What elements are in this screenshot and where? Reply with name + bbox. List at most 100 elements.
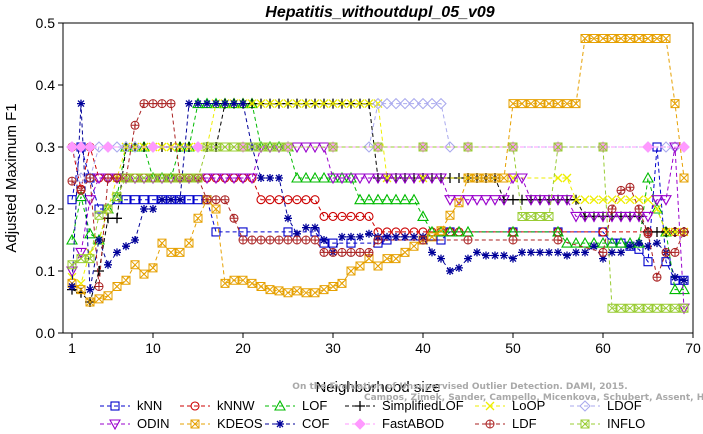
data-point bbox=[139, 195, 149, 205]
data-point bbox=[463, 173, 473, 183]
data-point bbox=[599, 254, 607, 263]
data-point bbox=[355, 261, 365, 271]
data-point bbox=[302, 223, 310, 232]
data-point bbox=[229, 142, 239, 152]
data-point bbox=[617, 248, 625, 257]
series-ldf bbox=[67, 99, 689, 291]
data-point bbox=[109, 419, 121, 431]
watermark-citation: On the Evaluation of Unsupervised Outlie… bbox=[292, 382, 627, 392]
data-point bbox=[256, 282, 266, 291]
data-point bbox=[644, 242, 652, 251]
data-point bbox=[247, 142, 257, 152]
data-point bbox=[148, 99, 158, 109]
data-point bbox=[526, 211, 536, 221]
data-point bbox=[527, 248, 535, 257]
data-point bbox=[653, 239, 661, 248]
watermark-authors: Campos, Zimek, Sander, Campello, Micenko… bbox=[364, 393, 703, 403]
data-point bbox=[418, 173, 428, 183]
data-point bbox=[76, 285, 86, 295]
data-point bbox=[500, 251, 508, 260]
data-point bbox=[130, 173, 140, 183]
data-point bbox=[140, 205, 148, 213]
data-point bbox=[237, 173, 249, 185]
data-point bbox=[220, 142, 230, 152]
data-point bbox=[444, 195, 456, 206]
data-point bbox=[571, 195, 581, 205]
data-point bbox=[94, 210, 104, 220]
data-point bbox=[310, 288, 320, 298]
data-point bbox=[508, 194, 518, 205]
data-point bbox=[301, 288, 311, 298]
data-point bbox=[202, 142, 212, 152]
plot-frame bbox=[62, 22, 694, 334]
data-point bbox=[579, 211, 591, 223]
data-point bbox=[408, 193, 420, 205]
data-point bbox=[319, 285, 329, 295]
series-knnw bbox=[67, 142, 689, 237]
data-point bbox=[346, 211, 356, 221]
data-point bbox=[426, 173, 438, 185]
data-point bbox=[113, 248, 121, 257]
data-point bbox=[84, 227, 96, 239]
data-point bbox=[112, 173, 122, 183]
data-point bbox=[390, 97, 402, 110]
data-point bbox=[660, 141, 672, 153]
data-point bbox=[471, 195, 483, 206]
data-point bbox=[110, 401, 120, 411]
data-point bbox=[220, 195, 230, 205]
data-point bbox=[482, 251, 490, 260]
data-point bbox=[661, 247, 671, 257]
data-point bbox=[283, 288, 293, 298]
data-point bbox=[346, 266, 356, 276]
data-point bbox=[66, 266, 78, 278]
data-point bbox=[543, 195, 555, 206]
data-point bbox=[147, 141, 159, 153]
data-point bbox=[661, 34, 671, 43]
data-point bbox=[373, 142, 383, 152]
data-point bbox=[175, 173, 185, 183]
data-point bbox=[545, 248, 553, 257]
data-point bbox=[94, 294, 104, 304]
data-point bbox=[446, 267, 454, 275]
data-point bbox=[643, 195, 653, 205]
data-point bbox=[257, 174, 265, 182]
data-point bbox=[454, 198, 464, 208]
series-loop bbox=[67, 99, 689, 288]
data-point bbox=[390, 193, 402, 205]
data-point bbox=[210, 173, 222, 185]
data-point bbox=[292, 99, 302, 109]
data-point bbox=[670, 303, 680, 313]
data-point bbox=[94, 282, 104, 291]
data-point bbox=[399, 193, 411, 205]
data-point bbox=[437, 254, 445, 263]
data-point bbox=[67, 176, 77, 186]
data-point bbox=[301, 235, 311, 245]
data-point bbox=[121, 173, 131, 183]
data-point bbox=[229, 213, 239, 223]
data-point bbox=[166, 173, 176, 183]
x-tick-label: 70 bbox=[685, 340, 701, 356]
data-point bbox=[642, 211, 654, 223]
data-point bbox=[544, 211, 554, 221]
x-tick-label: 60 bbox=[595, 340, 611, 356]
data-point bbox=[642, 141, 654, 153]
data-point bbox=[480, 195, 492, 206]
legend-label: LDF bbox=[512, 416, 537, 431]
data-point bbox=[211, 195, 221, 205]
data-point bbox=[507, 173, 519, 185]
data-point bbox=[239, 99, 247, 108]
data-point bbox=[517, 194, 527, 205]
data-point bbox=[562, 173, 572, 183]
data-point bbox=[598, 195, 608, 205]
data-point bbox=[408, 97, 420, 110]
data-point bbox=[400, 247, 410, 257]
data-point bbox=[616, 303, 626, 313]
data-point bbox=[651, 195, 663, 206]
x-axis: 1 10 20 30 40 50 60 70 bbox=[68, 333, 701, 356]
series-line bbox=[71, 103, 684, 303]
data-point bbox=[293, 229, 301, 238]
data-point bbox=[309, 171, 321, 183]
data-point bbox=[93, 141, 105, 153]
data-point bbox=[184, 195, 194, 205]
